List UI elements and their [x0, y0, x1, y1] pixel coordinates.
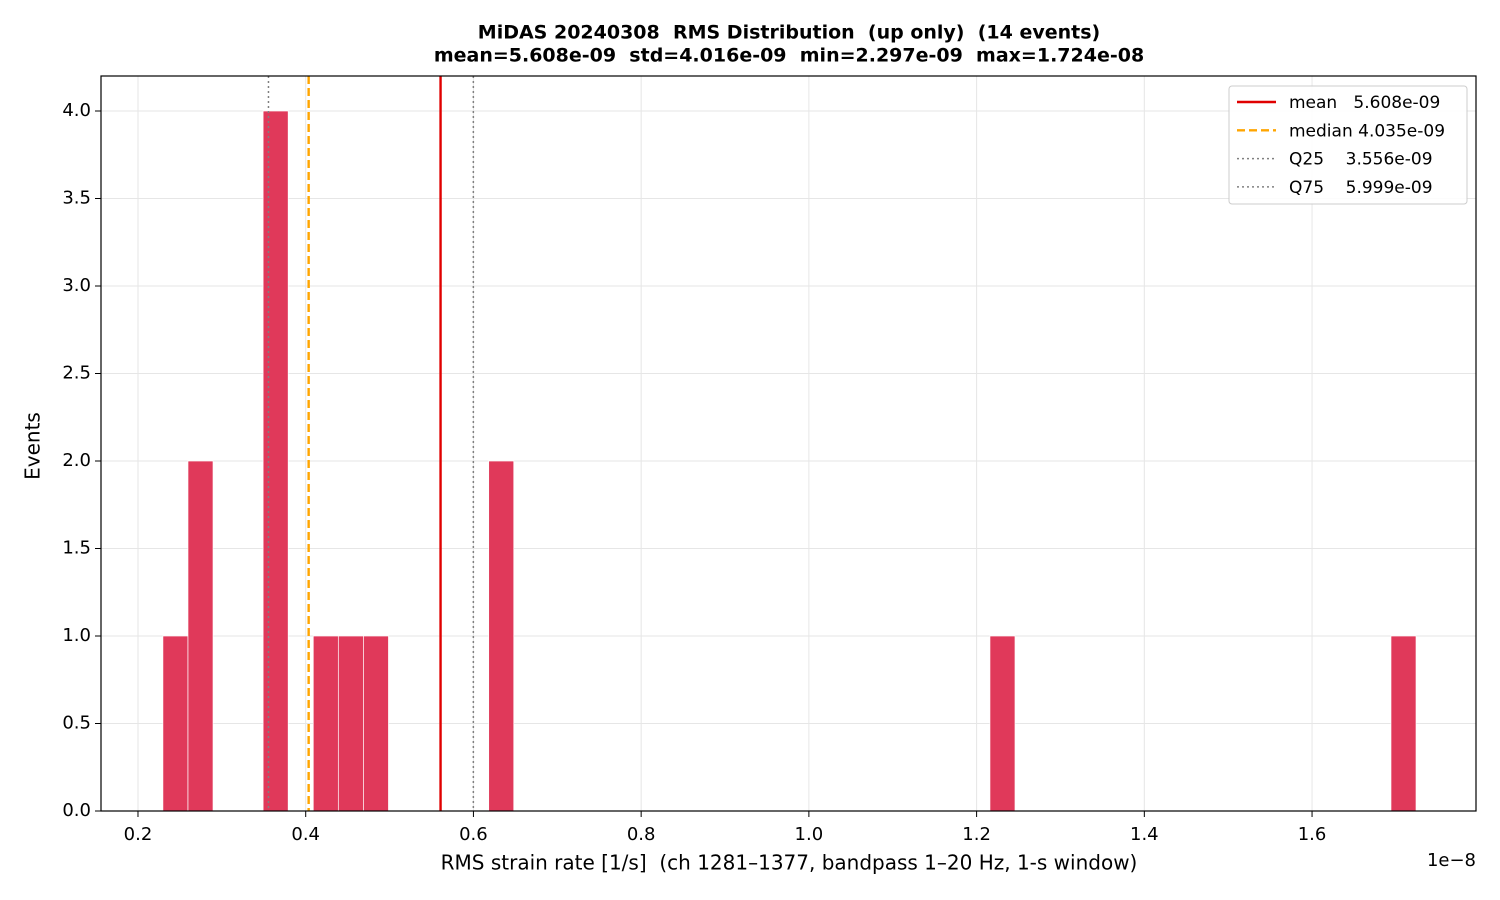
legend: mean 5.608e-09 median 4.035e-09 Q25 3.556e… — [1228, 85, 1468, 205]
y-tick-label: 4.0 — [62, 100, 91, 121]
histogram-bar — [488, 460, 515, 812]
histogram-bar — [337, 635, 364, 812]
y-tick-label: 0.0 — [62, 800, 91, 821]
histogram-bar — [989, 635, 1016, 812]
histogram-bar — [363, 635, 389, 812]
chart-title: MiDAS 20240308 RMS Distribution (up only… — [478, 22, 1100, 44]
plot-frame — [100, 75, 1477, 812]
histogram-bar — [162, 635, 189, 812]
histogram-bar — [187, 460, 214, 812]
y-tick-label: 2.0 — [62, 450, 91, 471]
chart-subtitle: mean=5.608e-09 std=4.016e-09 min=2.297e-… — [434, 45, 1144, 67]
x-offset-label: 1e−8 — [1427, 850, 1476, 871]
y-tick-label: 2.5 — [62, 363, 91, 384]
x-tick-label: 1.4 — [1130, 824, 1159, 845]
legend-label: median 4.035e-09 — [1289, 121, 1445, 141]
legend-label: Q25 3.556e-09 — [1289, 150, 1433, 170]
legend-label: mean 5.608e-09 — [1289, 93, 1440, 113]
y-tick-label: 3.0 — [62, 275, 91, 296]
x-tick-label: 1.0 — [795, 824, 824, 845]
y-tick-label: 1.5 — [62, 538, 91, 559]
x-tick-label: 0.6 — [459, 824, 488, 845]
y-tick-label: 0.5 — [62, 713, 91, 734]
y-tick-label: 1.0 — [62, 625, 91, 646]
histogram-bar — [312, 635, 339, 812]
x-tick-label: 0.8 — [627, 824, 656, 845]
x-tick-label: 0.4 — [291, 824, 320, 845]
y-axis-label: Events — [21, 412, 45, 480]
x-tick-label: 1.2 — [962, 824, 991, 845]
x-tick-label: 0.2 — [124, 824, 153, 845]
y-tick-label: 3.5 — [62, 188, 91, 209]
histogram-bar — [1390, 635, 1417, 812]
x-axis-label: RMS strain rate [1/s] (ch 1281–1377, ban… — [441, 851, 1138, 875]
legend-label: Q75 5.999e-09 — [1289, 178, 1433, 198]
x-tick-label: 1.6 — [1298, 824, 1327, 845]
legend-box — [1228, 85, 1468, 205]
histogram-bar — [262, 110, 289, 812]
